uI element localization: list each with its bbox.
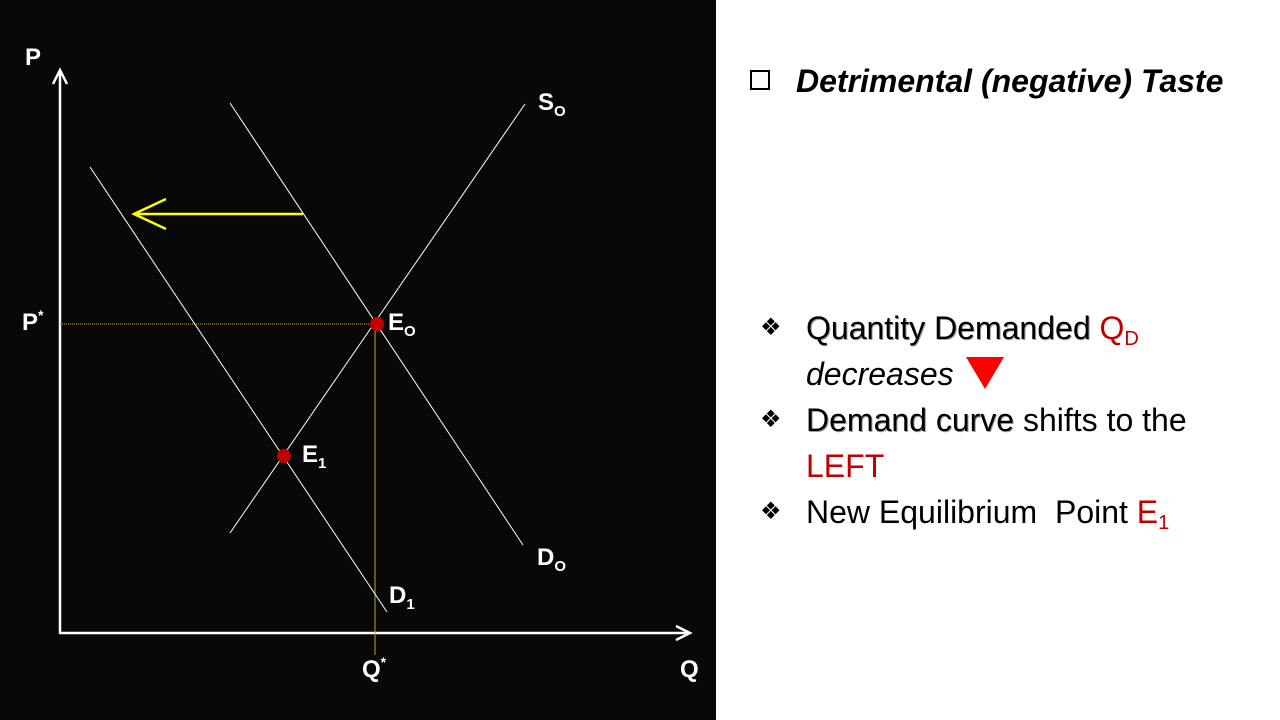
shifts-text: shifts to the [1014, 402, 1187, 438]
bullet-demand-curve: ❖ Demand curve shifts to the LEFT [760, 397, 1260, 489]
qd-symbol: QD [1099, 310, 1139, 350]
equilibrium-new-label: E1 [302, 441, 326, 472]
supply-demand-diagram: P Q P* Q* SO DO D1 EO E1 [22, 44, 699, 683]
bullet-quantity-demanded: ❖ Quantity Demanded QD decreases [760, 305, 1260, 397]
demand-curve-text: Demand curve [806, 402, 1015, 438]
checkbox-icon [750, 70, 770, 90]
bullet-list: ❖ Quantity Demanded QD decreases ❖ Deman… [760, 305, 1260, 535]
price-label: P* [22, 307, 44, 336]
diamond-bullet-icon: ❖ [760, 314, 782, 341]
y-axis-label: P [25, 44, 41, 71]
equilibrium-point-original [370, 317, 384, 331]
heading-text: Detrimental (negative) Taste [796, 63, 1224, 99]
x-axis-label: Q [680, 656, 699, 683]
e1-symbol: E1 [1136, 494, 1170, 534]
graph-panel: P Q P* Q* SO DO D1 EO E1 [0, 0, 716, 720]
y-axis-arrowhead [51, 67, 69, 85]
quantity-demanded-text: Quantity Demanded [806, 310, 1091, 346]
down-triangle-icon [965, 357, 1004, 389]
x-axis-arrowhead [675, 624, 693, 642]
text-panel: Detrimental (negative) Taste ❖ Quantity … [716, 0, 1280, 720]
new-equilibrium-text: New Equilibrium Point [806, 494, 1137, 530]
quantity-label: Q* [362, 654, 387, 683]
demand-new-label: D1 [389, 582, 415, 613]
shift-arrowhead [131, 197, 167, 231]
diamond-bullet-icon: ❖ [760, 498, 782, 525]
supply-label: SO [538, 89, 566, 120]
diamond-bullet-icon: ❖ [760, 406, 782, 433]
equilibrium-point-new [277, 449, 291, 463]
left-text: LEFT [806, 448, 885, 484]
demand-original-label: DO [537, 544, 566, 575]
demand-curve-new [89, 166, 388, 613]
heading: Detrimental (negative) Taste [750, 58, 1230, 105]
bullet-new-equilibrium: ❖ New Equilibrium Point E1 [760, 489, 1260, 535]
decreases-text: decreases [806, 356, 954, 392]
equilibrium-original-label: EO [388, 309, 416, 340]
